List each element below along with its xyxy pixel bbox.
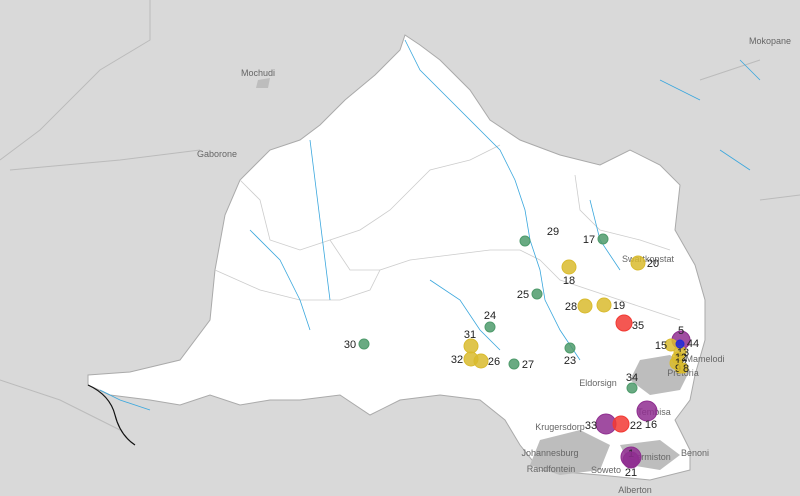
site-label: 23 (564, 355, 576, 367)
site-label: 5 (678, 325, 684, 337)
site-marker (531, 288, 543, 300)
place-label: Benoni (681, 448, 709, 458)
site-marker (473, 353, 489, 369)
catchment (87, 34, 706, 481)
site-marker (597, 233, 609, 245)
site-marker (561, 259, 577, 275)
site-marker (463, 338, 479, 354)
place-label: Gaborone (197, 149, 237, 159)
site-label: 16 (645, 419, 657, 431)
site-marker (622, 451, 640, 469)
site-label: 8 (683, 363, 689, 375)
site-label: 22 (630, 420, 642, 432)
site-label: 15 (655, 340, 667, 352)
site-label: 34 (626, 372, 638, 384)
site-label: 35 (632, 320, 644, 332)
site-marker (564, 342, 576, 354)
site-marker (615, 314, 633, 332)
place-label: Johannesburg (521, 448, 578, 458)
site-marker (636, 400, 658, 422)
site-label: 26 (488, 356, 500, 368)
site-marker (358, 338, 370, 350)
site-marker (577, 298, 593, 314)
place-label: Eldorsign (579, 378, 617, 388)
site-marker (626, 382, 638, 394)
site-label: 20 (647, 258, 659, 270)
place-label: Germiston (629, 452, 671, 462)
site-marker (519, 235, 531, 247)
site-marker (508, 358, 520, 370)
place-label: Soweto (591, 465, 621, 475)
place-label: Swartkopstat (622, 254, 675, 264)
site-label: 19 (613, 300, 625, 312)
site-label: 28 (565, 301, 577, 313)
site-label: 25 (517, 289, 529, 301)
site-label: 30 (344, 339, 356, 351)
site-label: 31 (464, 329, 476, 341)
boundary (87, 384, 136, 446)
place-label: Krugersdorp (535, 422, 585, 432)
site-label: 44 (687, 338, 699, 350)
site-label: 33 (585, 420, 597, 432)
site-label: 18 (563, 275, 575, 287)
site-label: 29 (547, 226, 559, 238)
site-marker (596, 297, 612, 313)
site-label: 21 (625, 467, 637, 479)
place-label: Mochudi (241, 68, 275, 78)
site-marker (675, 339, 685, 349)
site-label: 32 (451, 354, 463, 366)
site-label: 17 (583, 234, 595, 246)
place-label: Mamelodi (685, 354, 724, 364)
site-label: 24 (484, 310, 496, 322)
site-marker (630, 255, 646, 271)
rivers (99, 39, 761, 411)
site-marker (484, 321, 496, 333)
place-label: Alberton (618, 485, 652, 495)
place-label: Mokopane (749, 36, 791, 46)
sub-catchments (214, 144, 681, 321)
site-label: 27 (522, 359, 534, 371)
borders (0, 0, 800, 431)
site-marker (677, 362, 689, 374)
place-label: Randfontein (527, 464, 576, 474)
site-marker (612, 415, 630, 433)
